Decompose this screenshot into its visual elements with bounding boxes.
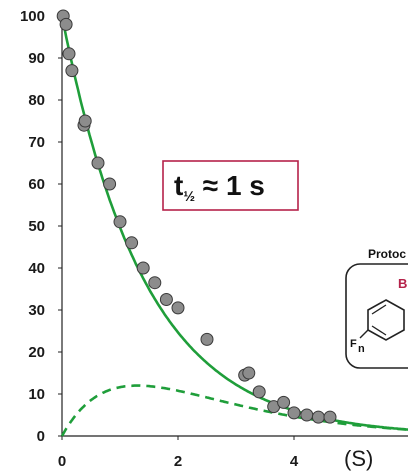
y-tick-label: 90	[28, 50, 45, 67]
data-point	[125, 236, 139, 250]
protocol-inset: Protoc B F n	[345, 247, 408, 369]
y-tick-label: 0	[37, 428, 45, 445]
substituent-subscript: n	[358, 343, 365, 355]
x-tick-label: 4	[290, 453, 299, 470]
data-point	[91, 156, 105, 170]
data-point	[300, 408, 314, 422]
intermediate-curve	[60, 384, 408, 437]
data-point	[200, 332, 214, 346]
data-point	[287, 406, 301, 420]
data-point	[62, 47, 76, 61]
half-life-t: t	[174, 170, 183, 201]
y-tick-label: 80	[28, 92, 45, 109]
data-point	[311, 410, 325, 424]
half-life-box	[162, 160, 299, 211]
inset-frame	[345, 263, 408, 369]
y-tick-label: 100	[20, 8, 45, 25]
y-tick-label: 60	[28, 176, 45, 193]
data-point	[252, 385, 266, 399]
substituent-bond	[359, 329, 369, 339]
data-point	[171, 301, 185, 315]
data-point	[148, 276, 162, 290]
y-ticks: 0 10 20 30 40 50 60 70 80 90 100	[20, 8, 62, 445]
substituent-label: F	[350, 338, 357, 350]
half-life-subscript: ½	[183, 188, 195, 204]
ring-inner-bond-2	[371, 325, 387, 336]
half-life-annotation: t½ ≈ 1 s	[162, 160, 299, 211]
x-tick-label: 2	[174, 453, 182, 470]
data-point	[103, 177, 117, 191]
data-point	[65, 64, 79, 78]
half-life-text: t½ ≈ 1 s	[174, 170, 265, 204]
y-tick-label: 10	[28, 386, 45, 403]
y-tick-label: 70	[28, 134, 45, 151]
data-point	[242, 366, 256, 380]
ring-inner-bond	[371, 304, 387, 315]
inset-label: Protoc	[368, 247, 406, 261]
y-tick-label: 30	[28, 302, 45, 319]
data-point	[136, 261, 150, 275]
data-point	[78, 114, 92, 128]
y-tick-label: 20	[28, 344, 45, 361]
data-point	[323, 410, 337, 424]
inset-red-label: B	[398, 276, 407, 291]
y-tick-label: 40	[28, 260, 45, 277]
benzene-ring	[367, 299, 405, 341]
x-axis-unit: (S)	[344, 446, 373, 471]
data-point	[159, 293, 173, 306]
x-tick-label: 0	[58, 453, 66, 470]
data-point	[277, 395, 291, 409]
data-point	[59, 17, 73, 31]
data-points	[56, 9, 337, 424]
half-life-value: ≈ 1 s	[195, 170, 265, 201]
x-ticks: 0 2 4	[58, 436, 299, 470]
y-tick-label: 50	[28, 218, 45, 235]
data-point	[113, 215, 127, 229]
